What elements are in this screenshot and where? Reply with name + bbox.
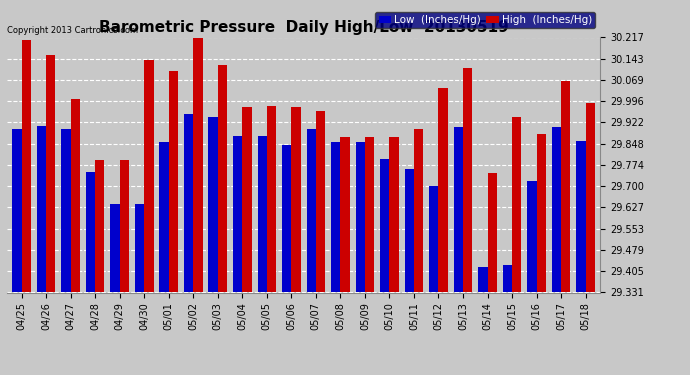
Bar <box>380 159 389 292</box>
Bar <box>135 204 144 292</box>
Bar <box>12 129 21 292</box>
Bar <box>331 142 340 292</box>
Bar <box>257 136 267 292</box>
Bar <box>561 81 571 292</box>
Text: Copyright 2013 Cartronics.com: Copyright 2013 Cartronics.com <box>7 26 138 35</box>
Title: Barometric Pressure  Daily High/Low  20130519: Barometric Pressure Daily High/Low 20130… <box>99 20 509 35</box>
Bar <box>21 39 31 292</box>
Bar <box>429 186 438 292</box>
Bar <box>86 172 95 292</box>
Bar <box>316 111 325 292</box>
Bar <box>512 117 522 292</box>
Bar <box>503 266 512 292</box>
Bar <box>365 137 374 292</box>
Bar <box>159 142 169 292</box>
Bar <box>110 204 119 292</box>
Bar <box>586 103 595 292</box>
Bar <box>291 107 301 292</box>
Bar <box>537 135 546 292</box>
Bar <box>184 114 193 292</box>
Bar <box>61 129 70 292</box>
Bar <box>414 129 423 292</box>
Bar <box>233 136 242 292</box>
Bar <box>119 160 129 292</box>
Bar <box>37 126 46 292</box>
Bar <box>208 117 218 292</box>
Bar <box>169 71 178 292</box>
Bar <box>70 99 80 292</box>
Bar <box>453 127 463 292</box>
Bar <box>463 68 472 292</box>
Bar <box>282 145 291 292</box>
Bar <box>218 65 227 292</box>
Legend: Low  (Inches/Hg), High  (Inches/Hg): Low (Inches/Hg), High (Inches/Hg) <box>375 12 595 28</box>
Bar <box>576 141 586 292</box>
Bar <box>95 160 104 292</box>
Bar <box>242 107 252 292</box>
Bar <box>438 88 448 292</box>
Bar <box>389 137 399 292</box>
Bar <box>478 267 488 292</box>
Bar <box>306 129 316 292</box>
Bar <box>46 56 55 292</box>
Bar <box>193 37 203 292</box>
Bar <box>355 142 365 292</box>
Bar <box>527 180 537 292</box>
Bar <box>267 106 276 292</box>
Bar <box>144 60 154 292</box>
Bar <box>404 169 414 292</box>
Bar <box>552 127 561 292</box>
Bar <box>340 137 350 292</box>
Bar <box>488 173 497 292</box>
